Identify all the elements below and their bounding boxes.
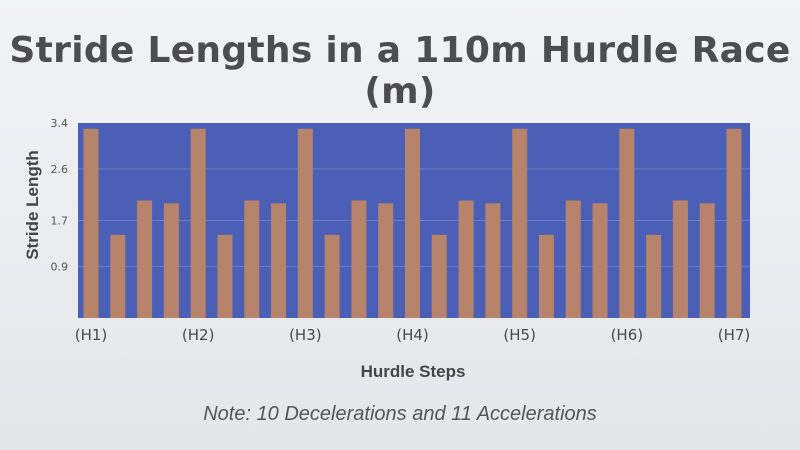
bar <box>485 203 501 318</box>
x-tick-label: (H4) <box>396 326 429 344</box>
bar <box>538 234 554 318</box>
bar <box>512 128 528 318</box>
bar <box>163 203 179 318</box>
bar <box>324 234 340 318</box>
bar <box>405 128 420 318</box>
y-axis-ticks: 0.9 1.7 2.6 3.4 <box>51 117 69 273</box>
chart-note: Note: 10 Decelerations and 11 Accelerati… <box>203 403 597 425</box>
chart-title: Stride Lengths in a 110m Hurdle Race (m) <box>9 30 791 112</box>
x-tick-label: (H7) <box>718 326 751 344</box>
bar <box>137 200 153 318</box>
bar <box>271 203 287 318</box>
bar <box>190 128 206 318</box>
bar <box>83 128 99 318</box>
bar <box>646 234 662 318</box>
bar <box>217 234 233 318</box>
y-tick-label: 2.6 <box>51 163 69 176</box>
bar <box>351 200 367 318</box>
bar <box>565 200 581 318</box>
bar <box>431 234 447 318</box>
x-tick-label: (H6) <box>611 326 644 344</box>
y-tick-label: 3.4 <box>51 117 69 130</box>
x-tick-label: (H1) <box>75 326 108 344</box>
bar <box>699 203 715 318</box>
x-tick-label: (H2) <box>182 326 215 344</box>
bar <box>672 200 688 318</box>
bar <box>297 128 313 318</box>
bar <box>592 203 608 318</box>
x-axis-ticks: (H1) (H2) (H3) (H4) (H5) (H6) (H7) <box>75 326 751 344</box>
bar <box>378 203 394 318</box>
x-tick-label: (H5) <box>503 326 536 344</box>
bar-series <box>83 128 742 318</box>
bar <box>110 234 126 318</box>
bar <box>619 128 635 318</box>
y-tick-label: 1.7 <box>51 215 69 228</box>
bar <box>458 200 474 318</box>
bar <box>726 128 742 318</box>
y-tick-label: 0.9 <box>51 260 69 273</box>
x-tick-label: (H3) <box>289 326 322 344</box>
x-axis-label: Hurdle Steps <box>361 362 466 381</box>
bar <box>244 200 260 318</box>
y-axis-label: Stride Length <box>23 150 42 260</box>
